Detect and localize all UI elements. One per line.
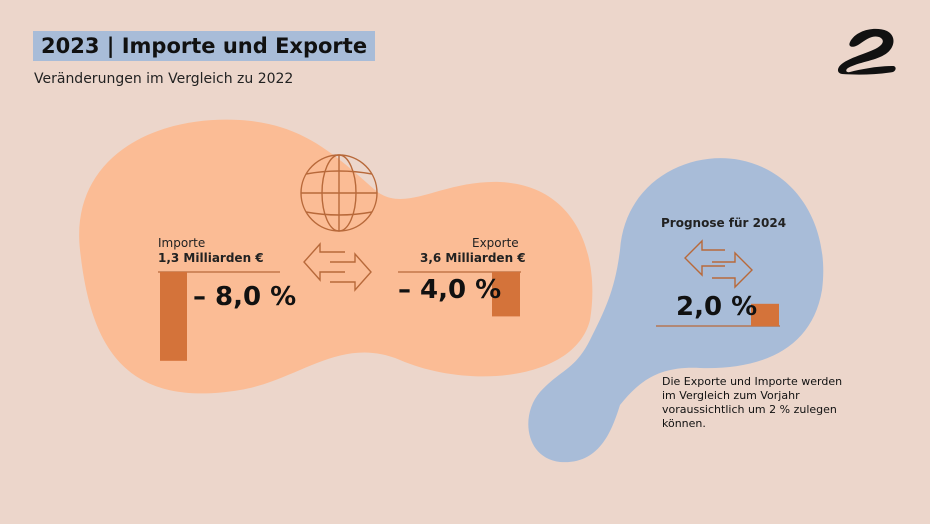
exports-bar (492, 272, 520, 317)
forecast-bar (751, 303, 779, 326)
globe-icon (300, 154, 378, 232)
exchange-arrows-icon (303, 242, 372, 292)
imports-label: Importe (158, 236, 206, 250)
forecast-exchange-arrows-icon (684, 239, 753, 289)
forecast-value-label: 2,0 % (676, 292, 758, 322)
blob-2024 (528, 158, 824, 463)
page-subtitle: Veränderungen im Vergleich zu 2022 (34, 71, 294, 87)
exports-label: Exporte (472, 236, 519, 250)
page-title: 2023 | Importe und Exporte (41, 34, 368, 58)
forecast-title: Prognose für 2024 (661, 216, 787, 230)
imports-value-label: – 8,0 % (193, 282, 297, 312)
imports-amount: 1,3 Milliarden € (158, 251, 264, 265)
exports-value-label: – 4,0 % (398, 275, 502, 305)
blob-2023 (79, 119, 593, 394)
forecast-note: Die Exporte und Importe werden im Vergle… (662, 375, 843, 430)
title-highlight: 2023 | Importe und Exporte (33, 31, 376, 61)
exports-amount: 3,6 Milliarden € (420, 251, 526, 265)
brand-logo (837, 28, 896, 75)
imports-bar (160, 272, 187, 361)
